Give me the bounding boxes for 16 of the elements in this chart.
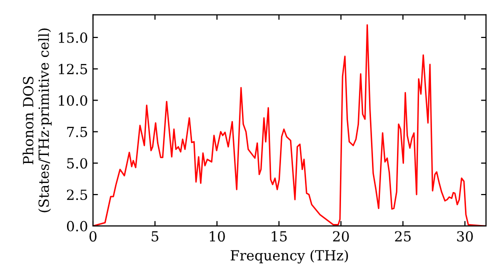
y-tick-label: 7.5 (67, 126, 88, 138)
x-tick-label: 20 (333, 231, 349, 242)
x-axis-title: Frequency (THz) (230, 250, 348, 264)
x-tick-label: 30 (457, 231, 473, 242)
y-tick-label: 12.5 (58, 64, 88, 74)
y-tick-label: 5.0 (67, 158, 88, 169)
y-tick-label: 15.0 (58, 32, 88, 43)
x-tick-label: 5 (152, 231, 158, 242)
x-tick-label: 25 (395, 231, 411, 242)
y-tick-label: 2.5 (66, 190, 88, 200)
x-tick-label: 15 (272, 231, 287, 242)
y-axis-title: Phonon DOS (States/THz·primitive cell) (22, 28, 52, 212)
x-tick-label: 0 (89, 231, 96, 242)
x-tick-label: 10 (210, 231, 225, 242)
y-tick-label: 10.0 (58, 95, 88, 106)
y-tick-label: 0.0 (66, 220, 88, 232)
